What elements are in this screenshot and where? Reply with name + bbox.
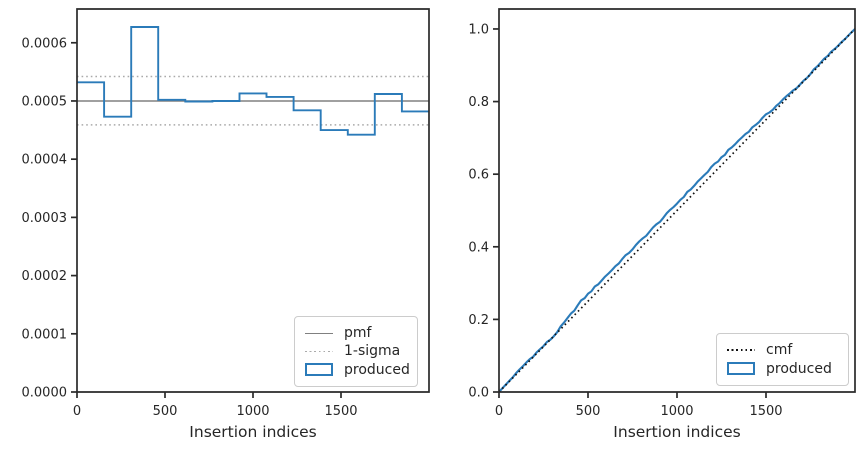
y-tick-label: 0.0000 (22, 386, 68, 401)
legend-item-pmf: pmf (305, 324, 407, 342)
y-tick-label: 0.0001 (22, 327, 68, 342)
y-tick-label: 0.0002 (22, 269, 68, 284)
x-tick-label: 1000 (236, 404, 269, 419)
x-tick-label: 0 (495, 404, 503, 419)
x-tick-label: 1500 (324, 404, 357, 419)
legend-label-pmf: pmf (344, 325, 372, 342)
right-plot: 0 500 1000 1500 0.0 0.2 0.4 0.6 0.8 1.0 (468, 8, 856, 419)
y-tick-label: 0.0005 (22, 94, 68, 109)
x-tick-label: 500 (576, 404, 601, 419)
right-legend: cmf produced (716, 333, 849, 386)
produced-step-line (77, 26, 429, 136)
pmf-line-swatch (305, 332, 333, 334)
y-tick-label: 0.6 (468, 168, 489, 183)
produced-rect-swatch (727, 362, 755, 376)
left-xaxis-label: Insertion indices (189, 423, 317, 441)
legend-label-1-sigma: 1-sigma (344, 343, 401, 360)
y-tick-label: 0.8 (468, 95, 489, 110)
produced-rect-swatch (305, 363, 333, 377)
legend-label-produced: produced (766, 360, 832, 377)
y-tick-label: 0.2 (468, 313, 489, 328)
legend-item-1-sigma: 1-sigma (305, 342, 407, 360)
y-tick-label: 0.0 (468, 386, 489, 401)
axes-spines (76, 8, 430, 393)
cmf-line-swatch (727, 349, 755, 352)
legend-label-produced: produced (344, 361, 410, 378)
left-legend: pmf 1-sigma produced (294, 316, 418, 387)
legend-item-cmf: cmf (727, 341, 838, 360)
y-tick-label: 0.0006 (22, 36, 68, 51)
x-tick-label: 0 (73, 404, 81, 419)
y-tick-label: 0.4 (468, 240, 489, 255)
y-tick-label: 0.0003 (22, 211, 68, 226)
x-tick-label: 500 (153, 404, 178, 419)
legend-item-produced: produced (305, 361, 410, 379)
x-tick-label: 1000 (660, 404, 693, 419)
legend-item-produced: produced (727, 360, 838, 379)
y-tick-label: 1.0 (468, 22, 489, 37)
x-tick-label: 1500 (749, 404, 782, 419)
sigma-line-swatch (305, 350, 333, 353)
cmf-reference-line (498, 28, 856, 393)
legend-label-cmf: cmf (766, 342, 793, 359)
right-xaxis-label: Insertion indices (613, 423, 741, 441)
y-tick-label: 0.0004 (22, 153, 68, 168)
left-plot: 0 500 1000 1500 0.0000 0.0001 0.0002 0.0003 0.00… (22, 8, 430, 419)
axes-spines (498, 8, 856, 393)
